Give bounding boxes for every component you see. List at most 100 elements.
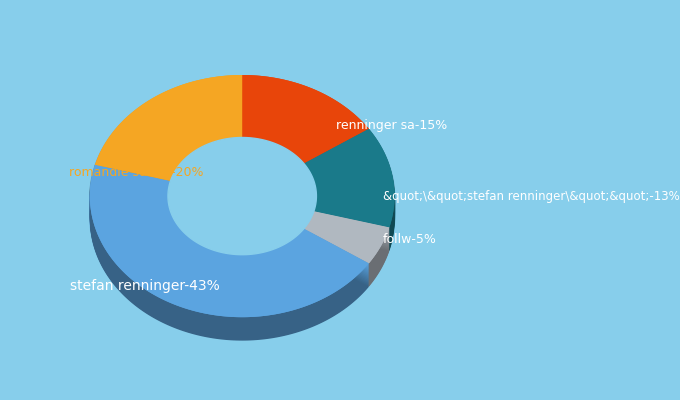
- Polygon shape: [95, 76, 242, 182]
- Polygon shape: [90, 173, 369, 326]
- Polygon shape: [90, 187, 369, 339]
- Polygon shape: [304, 225, 390, 278]
- Polygon shape: [304, 221, 390, 273]
- Polygon shape: [304, 131, 394, 230]
- Polygon shape: [304, 132, 394, 230]
- Polygon shape: [95, 92, 242, 198]
- Polygon shape: [242, 95, 369, 184]
- Polygon shape: [90, 188, 369, 340]
- Polygon shape: [242, 88, 369, 177]
- Polygon shape: [304, 138, 394, 237]
- Polygon shape: [304, 230, 390, 282]
- Polygon shape: [304, 233, 390, 285]
- Polygon shape: [95, 75, 242, 181]
- Polygon shape: [90, 186, 369, 338]
- Polygon shape: [304, 142, 394, 241]
- Polygon shape: [95, 84, 242, 190]
- Polygon shape: [90, 166, 369, 318]
- Polygon shape: [95, 76, 242, 182]
- Polygon shape: [304, 140, 394, 238]
- Polygon shape: [242, 85, 369, 174]
- Polygon shape: [304, 232, 390, 284]
- Polygon shape: [304, 232, 390, 284]
- Polygon shape: [90, 187, 369, 339]
- Polygon shape: [90, 179, 369, 331]
- Polygon shape: [90, 170, 369, 323]
- Polygon shape: [95, 79, 242, 185]
- Polygon shape: [304, 151, 394, 249]
- Polygon shape: [90, 176, 369, 329]
- Polygon shape: [304, 228, 390, 280]
- Polygon shape: [304, 139, 394, 238]
- Polygon shape: [90, 184, 369, 337]
- Polygon shape: [95, 84, 242, 190]
- Polygon shape: [304, 147, 394, 246]
- Polygon shape: [242, 97, 369, 186]
- Polygon shape: [304, 223, 390, 275]
- Polygon shape: [304, 214, 390, 266]
- Polygon shape: [304, 218, 390, 270]
- Polygon shape: [304, 232, 390, 284]
- Polygon shape: [304, 226, 390, 278]
- Polygon shape: [304, 147, 394, 246]
- Polygon shape: [95, 92, 242, 197]
- Text: renninger sa-15%: renninger sa-15%: [336, 119, 447, 132]
- Polygon shape: [90, 168, 369, 320]
- Polygon shape: [304, 225, 390, 278]
- Polygon shape: [304, 215, 390, 267]
- Polygon shape: [304, 214, 390, 266]
- Polygon shape: [242, 92, 369, 180]
- Polygon shape: [304, 136, 394, 234]
- Polygon shape: [242, 88, 369, 176]
- Polygon shape: [304, 131, 394, 230]
- Polygon shape: [95, 91, 242, 196]
- Polygon shape: [242, 93, 369, 182]
- Polygon shape: [95, 89, 242, 195]
- Polygon shape: [304, 227, 390, 279]
- Polygon shape: [242, 84, 369, 172]
- Polygon shape: [90, 172, 369, 325]
- Polygon shape: [242, 81, 369, 170]
- Polygon shape: [304, 218, 390, 270]
- Polygon shape: [95, 90, 242, 196]
- Polygon shape: [95, 94, 242, 200]
- Polygon shape: [99, 212, 394, 334]
- Polygon shape: [99, 210, 394, 331]
- Polygon shape: [95, 92, 242, 197]
- Polygon shape: [242, 83, 369, 171]
- Polygon shape: [90, 165, 369, 317]
- Polygon shape: [242, 75, 369, 164]
- Polygon shape: [304, 226, 390, 278]
- Polygon shape: [95, 83, 242, 189]
- Polygon shape: [242, 84, 369, 172]
- Polygon shape: [95, 78, 242, 184]
- Polygon shape: [242, 83, 369, 171]
- Polygon shape: [99, 208, 394, 329]
- Polygon shape: [95, 81, 242, 187]
- Polygon shape: [242, 94, 369, 183]
- Polygon shape: [90, 166, 369, 318]
- Polygon shape: [304, 129, 394, 228]
- Polygon shape: [90, 185, 369, 338]
- Polygon shape: [95, 88, 242, 194]
- Polygon shape: [304, 211, 390, 263]
- Polygon shape: [242, 98, 369, 186]
- Polygon shape: [242, 76, 369, 164]
- Polygon shape: [95, 79, 242, 185]
- Polygon shape: [304, 148, 394, 246]
- Polygon shape: [304, 217, 390, 269]
- Polygon shape: [99, 209, 394, 330]
- Polygon shape: [90, 179, 369, 331]
- Polygon shape: [304, 129, 394, 228]
- Polygon shape: [95, 94, 242, 200]
- Polygon shape: [304, 133, 394, 231]
- Polygon shape: [90, 180, 369, 333]
- Polygon shape: [304, 148, 394, 247]
- Polygon shape: [304, 130, 394, 229]
- Polygon shape: [304, 218, 390, 270]
- Polygon shape: [304, 229, 390, 281]
- Polygon shape: [304, 219, 390, 271]
- Polygon shape: [304, 219, 390, 271]
- Polygon shape: [168, 138, 316, 255]
- Polygon shape: [242, 82, 369, 170]
